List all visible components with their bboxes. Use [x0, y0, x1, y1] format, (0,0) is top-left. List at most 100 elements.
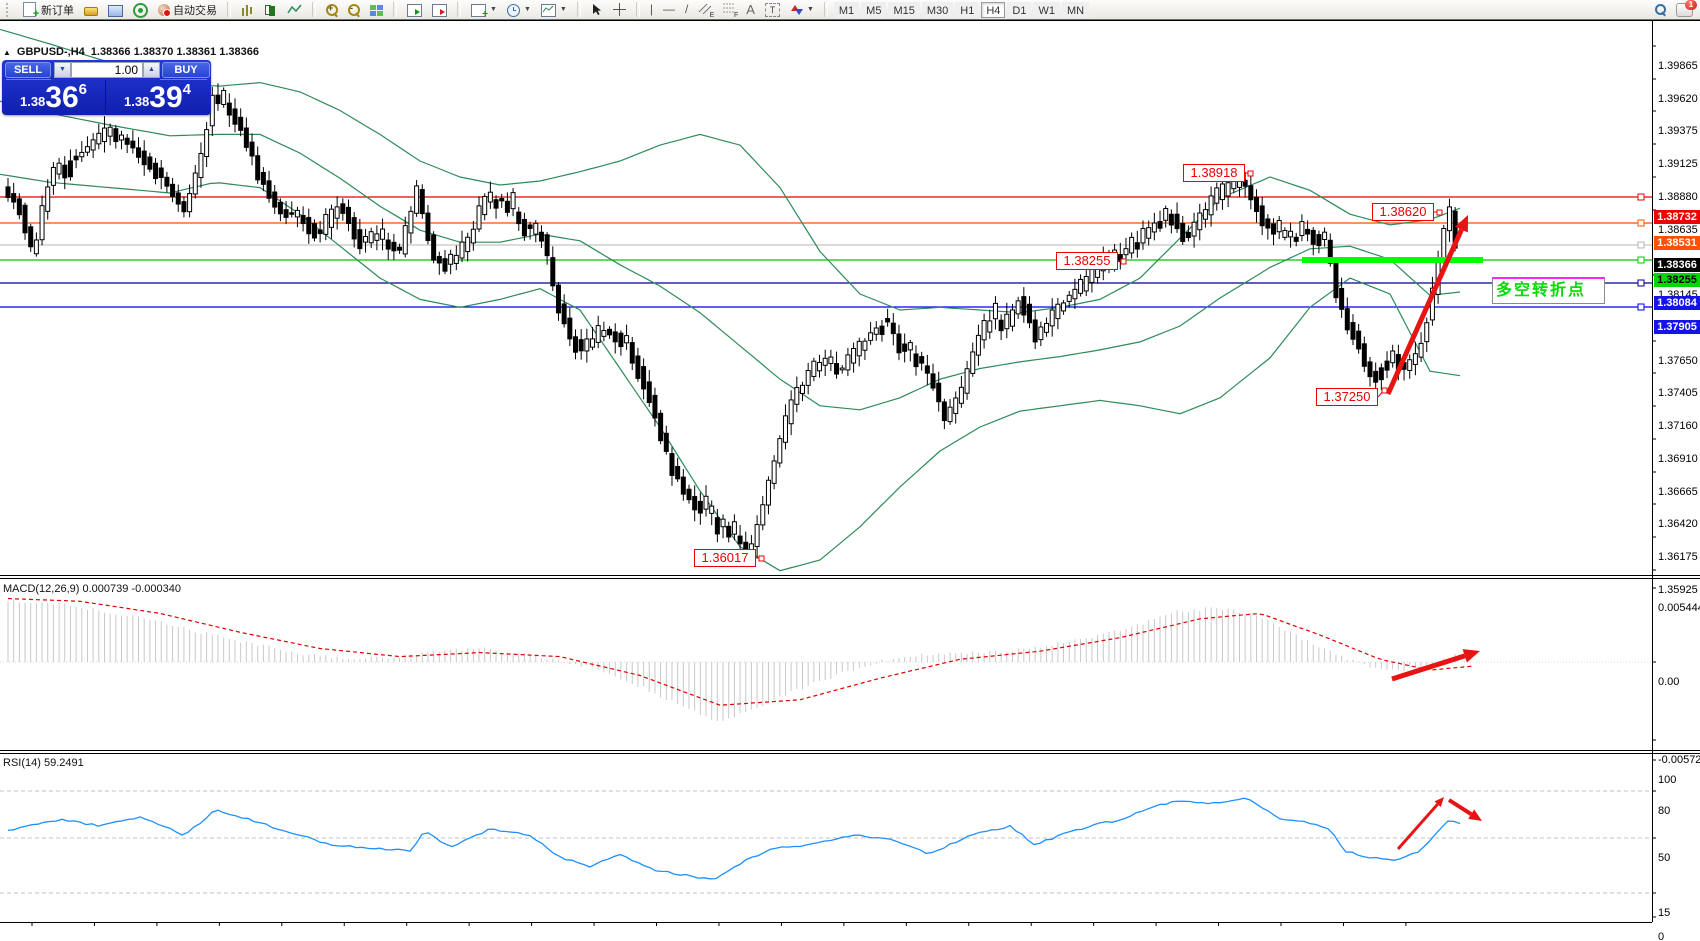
sell-price-sup: 6 [78, 81, 88, 98]
new-order-button[interactable]: + 新订单 [17, 1, 78, 20]
sell-price[interactable]: 1.38 36 6 [2, 80, 105, 114]
toolbar-separator [457, 2, 461, 17]
arrows-tool-button[interactable]: ▼ [786, 1, 818, 19]
tf-m30-button[interactable]: M30 [921, 1, 954, 18]
bar-chart-button[interactable] [237, 1, 258, 19]
rsi-axis-tick-label: 100 [1658, 774, 1677, 786]
channel-tool-button[interactable]: E [694, 1, 716, 19]
sell-price-big: 36 [45, 81, 79, 114]
tf-mn-button[interactable]: MN [1061, 1, 1090, 18]
price-axis-tick-label: 1.39375 [1658, 125, 1698, 137]
trendline-tool-button[interactable]: / [681, 1, 692, 19]
collapse-triangle-icon[interactable]: ▲ [3, 47, 11, 57]
search-icon [1655, 4, 1666, 17]
tf-m15-button[interactable]: M15 [888, 1, 920, 18]
crosshair-icon [612, 3, 626, 16]
toolbar-grip[interactable] [6, 2, 12, 17]
arrow-shapes-icon [790, 3, 803, 16]
market-depth-button[interactable] [80, 1, 102, 19]
tf-m1-button[interactable]: M1 [833, 1, 860, 18]
zoom-out-button[interactable]: - [344, 1, 364, 19]
volume-input[interactable] [71, 62, 143, 78]
text-label-tool-button[interactable]: T [761, 1, 784, 19]
terminal-button[interactable] [104, 1, 127, 19]
cursor-tool-button[interactable] [587, 1, 607, 19]
price-axis-tick-label: 1.35925 [1658, 584, 1698, 596]
tf-h1-button[interactable]: H1 [955, 1, 980, 18]
ohlc-values: 1.38366 1.38370 1.38361 1.38366 [90, 46, 259, 58]
chart-ohlc-header: ▲ GBPUSD-,H4 1.38366 1.38370 1.38361 1.3… [3, 46, 259, 58]
new-chart-button[interactable]: + ▼ [467, 1, 501, 19]
price-axis-tick-label: 1.38880 [1658, 191, 1698, 203]
volume-increase-button[interactable]: ▲ [143, 62, 160, 78]
bar-chart-icon [241, 4, 254, 16]
rsi-axis-tick-label: 0 [1658, 931, 1665, 941]
cursor-icon [592, 4, 601, 15]
profiles-button[interactable]: ▼ [503, 1, 535, 19]
buy-price-sup: 4 [182, 81, 192, 98]
auto-scroll-button[interactable] [403, 1, 426, 19]
volume-decrease-button[interactable]: ▼ [54, 62, 71, 78]
zoom-out-icon: - [348, 3, 360, 17]
toolbar-separator [227, 2, 231, 17]
buy-price-base: 1.38 [123, 94, 150, 109]
chart-shift-button[interactable] [428, 1, 451, 19]
text-tool-button[interactable]: A [742, 1, 759, 19]
auto-scroll-icon [407, 3, 422, 17]
tf-h4-button[interactable]: H4 [981, 1, 1006, 18]
toolbar: + 新订单 自动交易 + - + ▼ ▼ ▼ [0, 0, 1700, 20]
indicator-list-icon [540, 3, 556, 17]
buy-button[interactable]: BUY [162, 62, 210, 78]
trendline-icon: / [684, 2, 689, 16]
new-order-icon: + [23, 2, 39, 20]
toolbar-separator [576, 2, 581, 17]
price-annotation[interactable]: 1.37250 [1316, 388, 1378, 406]
buy-price[interactable]: 1.38 39 4 [105, 80, 209, 114]
price-badge: 1.38366 [1654, 258, 1700, 272]
price-axis-tick-label: 1.36910 [1658, 453, 1698, 465]
fibonacci-tool-button[interactable]: F [718, 1, 740, 19]
one-click-trading-panel: SELL ▼ ▲ BUY 1.38 36 6 1.38 39 4 [2, 60, 211, 115]
indicators-button[interactable]: ▼ [537, 1, 571, 19]
strategy-tester-button[interactable] [129, 1, 152, 19]
chart-canvas [0, 20, 1700, 926]
vline-tool-button[interactable]: | [646, 1, 657, 19]
crosshair-tool-button[interactable] [609, 1, 630, 19]
hline-tool-button[interactable]: — [659, 1, 679, 19]
price-axis-tick-label: 1.36175 [1658, 551, 1698, 563]
tile-windows-icon [370, 5, 383, 16]
price-badge: 1.38732 [1654, 210, 1700, 224]
tf-m5-button[interactable]: M5 [861, 1, 887, 18]
price-annotation[interactable]: 1.36017 [694, 549, 756, 567]
price-badge: 1.38255 [1654, 273, 1700, 287]
sell-button[interactable]: SELL [5, 62, 51, 78]
text-label-icon: T [764, 3, 780, 17]
price-annotation[interactable]: 1.38918 [1183, 164, 1245, 182]
tf-w1-button[interactable]: W1 [1033, 1, 1060, 18]
chat-bubble-icon: 1 [1676, 0, 1697, 17]
candlestick-icon [264, 3, 277, 16]
chart-plot-area[interactable]: 1.39865 1.39620 1.39375 1.39125 1.38880 1.386… [0, 20, 1700, 941]
chart-shift-icon [432, 3, 447, 17]
tf-d1-button[interactable]: D1 [1007, 1, 1032, 18]
price-badge: 1.38531 [1654, 236, 1700, 250]
macd-axis-tick-label: 0.00 [1658, 676, 1680, 688]
new-chart-icon: + [471, 3, 488, 19]
line-chart-button[interactable] [283, 1, 306, 19]
auto-trading-button[interactable]: 自动交易 [154, 1, 221, 19]
text-tool-icon: A [746, 2, 755, 17]
price-annotation[interactable]: 1.38620 [1372, 203, 1434, 221]
turning-point-text-label[interactable]: 多空转折点 [1492, 277, 1605, 304]
price-axis-tick-label: 1.37405 [1658, 387, 1698, 399]
search-button[interactable] [1651, 1, 1670, 19]
macd-indicator-label: MACD(12,26,9) 0.000739 -0.000340 [3, 583, 181, 595]
equidistant-channel-icon: E [698, 2, 714, 19]
vertical-line-icon: | [649, 2, 653, 16]
notifications-button[interactable]: 1 [1672, 0, 1697, 19]
tile-windows-button[interactable] [366, 1, 387, 19]
candlestick-chart-button[interactable] [260, 1, 281, 19]
zoom-in-button[interactable]: + [322, 1, 342, 19]
price-annotation[interactable]: 1.38255 [1056, 252, 1118, 270]
terminal-icon [108, 4, 123, 17]
